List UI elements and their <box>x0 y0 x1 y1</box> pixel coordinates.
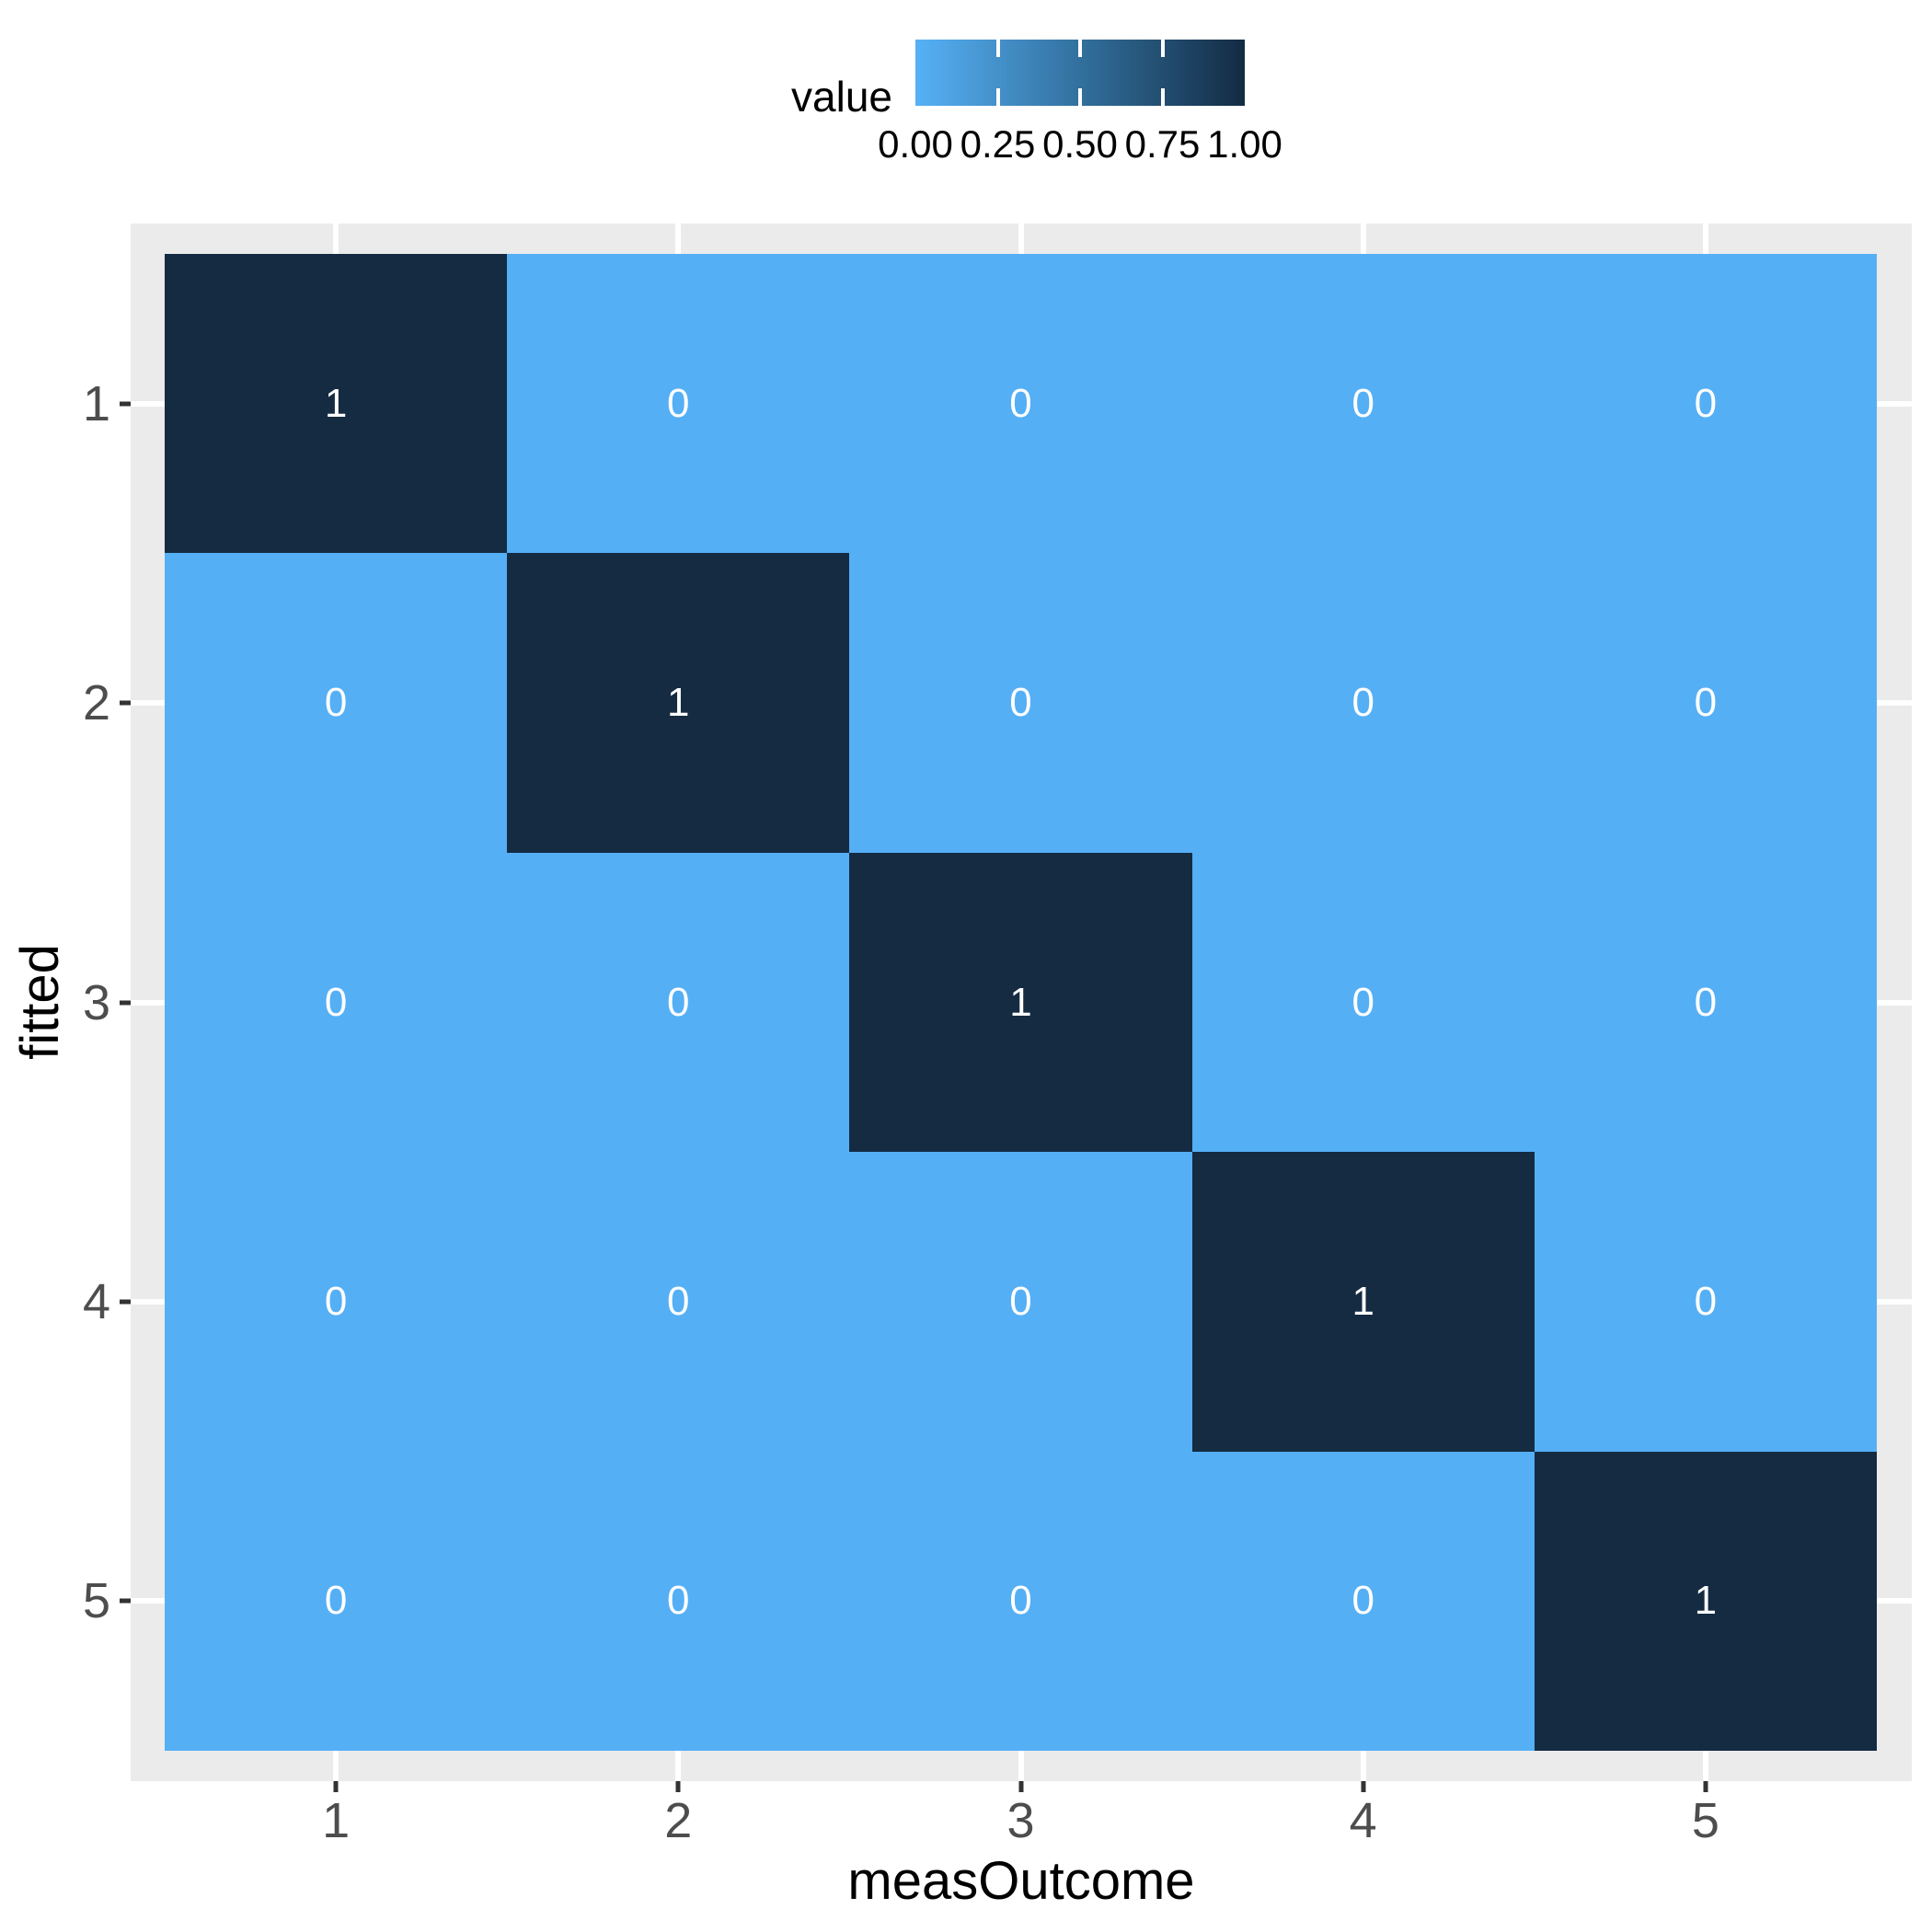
legend-tick-label: 0.75 <box>1124 122 1201 166</box>
heatmap-cell <box>165 852 508 1153</box>
heatmap-cell <box>849 1152 1192 1452</box>
heatmap-cell <box>165 553 508 853</box>
x-axis-tick <box>1361 1781 1366 1792</box>
heatmap-cell <box>1534 254 1877 554</box>
cell-value-label: 0 <box>1694 680 1718 726</box>
legend-colorbar <box>915 40 1245 106</box>
y-axis-tick-label: 4 <box>82 1273 110 1329</box>
cell-value-label: 1 <box>324 380 348 426</box>
cell-value-label: 0 <box>1009 680 1032 726</box>
x-axis-tick <box>675 1781 681 1792</box>
legend-tick-label: 0.25 <box>960 122 1036 166</box>
legend-colorbar-tick <box>1078 88 1082 106</box>
x-axis-tick-label: 1 <box>322 1793 351 1848</box>
legend-tick-label: 1.00 <box>1207 122 1282 166</box>
heatmap-cell <box>1534 1152 1877 1452</box>
heatmap-cell <box>1534 1451 1877 1751</box>
heatmap-cell <box>849 1451 1192 1751</box>
heatmap-cell <box>849 553 1192 853</box>
x-axis-tick-label: 4 <box>1349 1793 1377 1848</box>
x-axis-tick <box>333 1781 339 1792</box>
heatmap-cell <box>849 852 1192 1153</box>
heatmap-cell <box>507 1152 850 1452</box>
cell-value-label: 0 <box>667 1278 690 1324</box>
heatmap-panel: 1 0 0 0 0 0 1 0 0 0 0 0 1 0 0 0 0 0 1 0 0 0 0 0 1 <box>131 224 1912 1781</box>
legend-colorbar-tick <box>1160 40 1165 57</box>
y-axis-tick <box>120 700 131 706</box>
x-axis-tick-label: 3 <box>1006 1793 1035 1848</box>
y-axis-tick <box>120 1000 131 1005</box>
y-axis-title: fitted <box>10 944 70 1060</box>
cell-value-label: 0 <box>324 1578 348 1624</box>
heatmap-cell <box>1191 852 1535 1153</box>
y-axis-tick-label: 5 <box>82 1573 110 1629</box>
y-axis-tick <box>120 1598 131 1604</box>
cell-value-label: 1 <box>1351 1278 1374 1324</box>
legend-tick-label: 0.00 <box>878 122 953 166</box>
cell-value-label: 0 <box>667 979 690 1025</box>
heatmap-cell <box>165 1152 508 1452</box>
heatmap-cell <box>1191 254 1535 554</box>
cell-value-label: 0 <box>667 1578 690 1624</box>
cell-value-label: 1 <box>667 680 690 726</box>
cell-value-label: 1 <box>1694 1578 1718 1624</box>
heatmap-cell <box>1534 553 1877 853</box>
x-axis-tick <box>1018 1781 1023 1792</box>
cell-value-label: 0 <box>667 380 690 426</box>
y-axis-tick-label: 1 <box>82 375 110 431</box>
heatmap-cell <box>507 852 850 1153</box>
heatmap-cell <box>507 254 850 554</box>
cell-value-label: 0 <box>1694 380 1718 426</box>
cell-value-label: 0 <box>1009 380 1032 426</box>
cell-value-label: 1 <box>1009 979 1032 1025</box>
heatmap-cell <box>1191 1451 1535 1751</box>
legend-colorbar-tick <box>995 88 1000 106</box>
y-axis-tick-label: 2 <box>82 675 110 731</box>
cell-value-label: 0 <box>1351 380 1374 426</box>
legend-colorbar-tick <box>1160 88 1165 106</box>
y-axis-tick-label: 3 <box>82 974 110 1030</box>
cell-value-label: 0 <box>1009 1578 1032 1624</box>
heatmap-cell <box>1534 852 1877 1153</box>
x-axis-tick-label: 2 <box>664 1793 693 1848</box>
heatmap-cell <box>165 254 508 554</box>
cell-value-label: 0 <box>324 1278 348 1324</box>
x-axis-tick-label: 5 <box>1691 1793 1719 1848</box>
cell-value-label: 0 <box>1694 979 1718 1025</box>
cell-value-label: 0 <box>324 680 348 726</box>
y-axis-tick <box>120 1299 131 1305</box>
legend-tick-label: 0.50 <box>1042 122 1118 166</box>
legend-title: value <box>791 73 892 121</box>
heatmap-cell <box>1191 553 1535 853</box>
x-axis-tick <box>1703 1781 1708 1792</box>
cell-value-label: 0 <box>1351 1578 1374 1624</box>
cell-value-label: 0 <box>1351 979 1374 1025</box>
heatmap-cell <box>165 1451 508 1751</box>
legend-colorbar-tick <box>1078 40 1082 57</box>
cell-value-label: 0 <box>1694 1278 1718 1324</box>
legend-colorbar-tick <box>995 40 1000 57</box>
cell-value-label: 0 <box>324 979 348 1025</box>
x-axis-title: measOutcome <box>847 1851 1195 1911</box>
heatmap-cell <box>849 254 1192 554</box>
heatmap-cell <box>507 1451 850 1751</box>
cell-value-label: 0 <box>1009 1278 1032 1324</box>
heatmap-cell <box>507 553 850 853</box>
y-axis-tick <box>120 401 131 407</box>
heatmap-cell <box>1191 1152 1535 1452</box>
cell-value-label: 0 <box>1351 680 1374 726</box>
